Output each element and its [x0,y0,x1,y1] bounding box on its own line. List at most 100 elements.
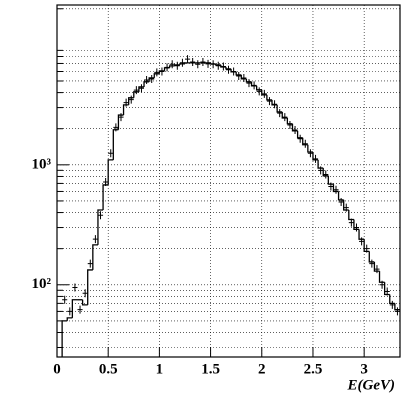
histogram-step [281,111,288,119]
data-point [369,259,375,268]
data-point [144,75,150,84]
histogram-step [245,78,252,83]
data-point [261,89,267,98]
data-point [225,65,232,74]
histogram-step [81,299,88,306]
data-point [149,74,155,83]
histogram-step [235,71,242,76]
data-point [97,211,104,220]
data-point [359,237,365,246]
data-point [241,73,247,82]
histogram-step [174,64,180,66]
x-tick-label: 2 [258,361,266,377]
histogram-step [348,210,354,221]
data-point [251,81,257,90]
histogram-step [107,159,114,185]
data-point [138,84,145,93]
data-point [118,113,124,122]
data-point [343,203,349,212]
data-point [87,259,93,268]
data-point [72,283,78,292]
histogram-step [296,130,303,139]
histogram-step [378,271,385,283]
histogram-step [148,77,155,82]
data-point [236,72,242,81]
histogram-step [394,303,400,311]
data-point [215,61,221,70]
x-axis-label: E(GeV) [347,377,396,393]
data-point [292,126,298,135]
histogram-step [363,239,370,252]
data-point [184,55,191,64]
data-point [77,305,83,314]
data-point [231,67,237,76]
data-point [266,97,273,106]
x-tick-label: 1.5 [201,361,220,377]
histogram-step [61,320,68,357]
histogram-step [92,244,98,270]
data-point [333,185,339,194]
data-point [179,58,185,67]
histogram-step [133,91,139,98]
data-point [190,57,196,66]
histogram-step [179,63,185,65]
histogram-step [373,261,380,272]
data-point [328,182,334,191]
histogram-step [240,74,247,80]
data-point [108,149,114,158]
data-point [364,244,370,253]
histogram-step [112,129,119,160]
data-point [169,60,175,69]
data-point [205,59,211,68]
histogram-step [337,191,344,201]
data-point [174,61,180,70]
histogram-step [66,317,73,321]
data-point [200,57,206,66]
data-point [277,109,283,118]
histogram-step [122,104,129,116]
data-point [210,60,216,69]
data-point [220,62,226,71]
histogram-step [368,251,375,263]
y-tick-label: 10² [32,276,52,292]
data-point [246,79,252,88]
histogram-step [389,294,395,305]
y-tick-label: 10³ [32,156,52,172]
data-point [133,86,139,95]
data-point [282,113,288,122]
data-point [312,154,319,163]
data-point [113,123,119,132]
data-point [297,134,303,143]
data-point [67,307,73,316]
data-point [307,149,313,158]
data-point [195,60,201,69]
x-tick-label: 0.5 [99,361,118,377]
data-point [353,223,360,232]
data-point [92,235,98,244]
histogram-step [383,282,390,296]
data-point [164,63,170,72]
histogram-step [291,123,298,132]
data-point [348,218,354,227]
histogram-step [225,66,232,70]
plot-frame [56,4,401,358]
data-point [82,289,88,298]
histogram-step [87,269,93,305]
x-tick-label: 3 [360,361,368,377]
histogram-step [312,151,319,161]
histogram-step [358,229,365,240]
x-tick-label: 0 [53,361,61,377]
histogram-step [302,137,308,146]
histogram-step [102,184,109,211]
histogram-step [117,114,124,130]
histogram-step [266,94,273,101]
data-point [154,68,160,77]
x-tick-label: 1 [156,361,164,377]
data-point [302,139,308,148]
data-point [323,170,329,179]
histogram-step [276,104,283,113]
histogram-step [271,99,278,106]
histogram-step [128,97,134,105]
